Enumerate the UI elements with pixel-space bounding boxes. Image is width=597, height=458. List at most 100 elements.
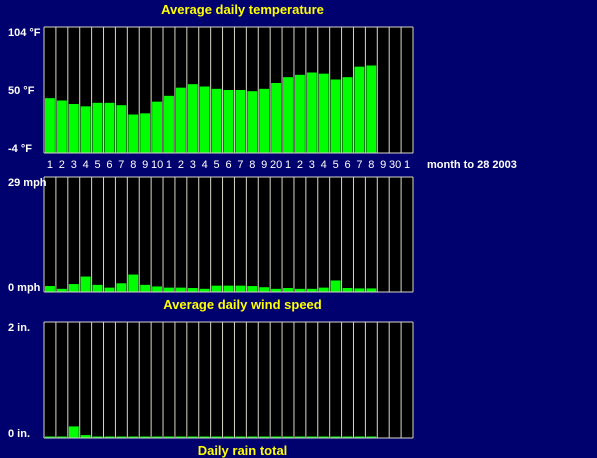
bar-16 (223, 90, 234, 153)
x-tick-label: 1 (47, 159, 53, 171)
x-tick-label: 9 (380, 159, 386, 171)
bar-1 (45, 98, 55, 153)
x-tick-label: 1 (285, 159, 291, 171)
plot-area (44, 322, 413, 438)
bar-14 (199, 288, 210, 292)
y-tick-label: 50 °F (8, 85, 35, 97)
bar-12 (175, 436, 186, 438)
bar-6 (104, 287, 115, 292)
bar-8 (128, 274, 139, 292)
x-tick-label: 3 (190, 159, 196, 171)
bar-20 (271, 436, 282, 438)
bar-7 (116, 105, 127, 153)
chart-panel-1: 104 °F 50 °F -4 °F Average daily temperatur… (8, 2, 414, 155)
bar-18 (247, 436, 258, 438)
bar-27 (354, 436, 365, 438)
x-tick-label: 4 (321, 159, 327, 171)
bar-15 (211, 436, 222, 438)
bar-22 (294, 288, 305, 292)
bar-3 (68, 426, 79, 438)
bar-12 (175, 87, 186, 153)
x-tick-label: 6 (344, 159, 350, 171)
bar-17 (235, 285, 246, 292)
bar-14 (199, 86, 210, 153)
x-tick-label: 5 (333, 159, 339, 171)
bar-14 (199, 436, 210, 438)
chart-title: Average daily wind speed (163, 297, 322, 312)
x-tick-label: 3 (71, 159, 77, 171)
bar-3 (68, 284, 79, 292)
bar-22 (294, 74, 305, 153)
bar-23 (306, 72, 317, 153)
x-tick-label: 30 (389, 159, 401, 171)
bar-7 (116, 283, 127, 292)
bar-10 (152, 101, 163, 153)
bar-21 (283, 77, 293, 153)
y-tick-label: 104 °F (8, 27, 41, 39)
x-tick-label: 8 (368, 159, 374, 171)
x-tick-label: 2 (297, 159, 303, 171)
bar-26 (342, 288, 353, 292)
bar-9 (140, 436, 151, 438)
bar-19 (259, 436, 270, 438)
chart-title: Daily rain total (198, 443, 288, 458)
y-tick-label: 0 in. (8, 428, 30, 440)
bar-4 (80, 276, 91, 292)
bar-17 (235, 436, 246, 438)
y-tick-label: 29 mph (8, 177, 47, 189)
x-tick-label: 2 (178, 159, 184, 171)
bar-21 (283, 288, 293, 292)
x-tick-label: 1 (166, 159, 172, 171)
bar-22 (294, 436, 305, 438)
bar-21 (283, 436, 293, 438)
bar-27 (354, 288, 365, 292)
x-tick-label: 8 (249, 159, 255, 171)
x-tick-label: 9 (142, 159, 148, 171)
x-tick-label: 9 (261, 159, 267, 171)
chart-title: Average daily temperature (161, 2, 324, 17)
x-tick-label: 4 (202, 159, 208, 171)
bar-20 (271, 83, 282, 153)
bar-3 (68, 104, 79, 153)
bar-19 (259, 287, 270, 292)
bar-1 (45, 436, 55, 438)
bar-9 (140, 284, 151, 292)
bar-6 (104, 102, 115, 153)
bar-26 (342, 77, 353, 153)
bar-24 (318, 287, 329, 292)
bar-5 (92, 284, 103, 292)
bar-8 (128, 436, 139, 438)
x-tick-label: 6 (225, 159, 231, 171)
x-tick-label: 6 (106, 159, 112, 171)
bar-5 (92, 436, 103, 438)
bar-23 (306, 436, 317, 438)
bar-2 (56, 100, 67, 153)
bar-23 (306, 288, 317, 292)
bar-8 (128, 114, 139, 153)
bar-15 (211, 88, 222, 153)
x-tick-label: 1 (404, 159, 410, 171)
bar-24 (318, 73, 329, 153)
bar-11 (164, 436, 174, 438)
y-tick-label: 2 in. (8, 322, 30, 334)
y-tick-label: 0 mph (8, 282, 41, 294)
bar-28 (366, 65, 377, 153)
bar-15 (211, 285, 222, 292)
bar-28 (366, 436, 377, 438)
x-tick-label: 7 (118, 159, 124, 171)
x-tick-label: 5 (214, 159, 220, 171)
bar-1 (45, 286, 55, 292)
bar-18 (247, 286, 258, 292)
x-tick-label: 4 (83, 159, 89, 171)
bar-13 (187, 84, 198, 153)
bar-10 (152, 436, 163, 438)
x-tick-label: 10 (151, 159, 163, 171)
bar-20 (271, 288, 282, 292)
bar-10 (152, 286, 163, 292)
bar-19 (259, 88, 270, 153)
x-tick-label: 20 (270, 159, 282, 171)
x-tick-label: 3 (309, 159, 315, 171)
bar-5 (92, 102, 103, 153)
x-axis: 1 2 3 4 5 6 7 8 9 10 1 2 3 4 5 6 7 8 9 20 1 2 3 4 5 6 7 8 9 30 1 month … (47, 159, 517, 171)
